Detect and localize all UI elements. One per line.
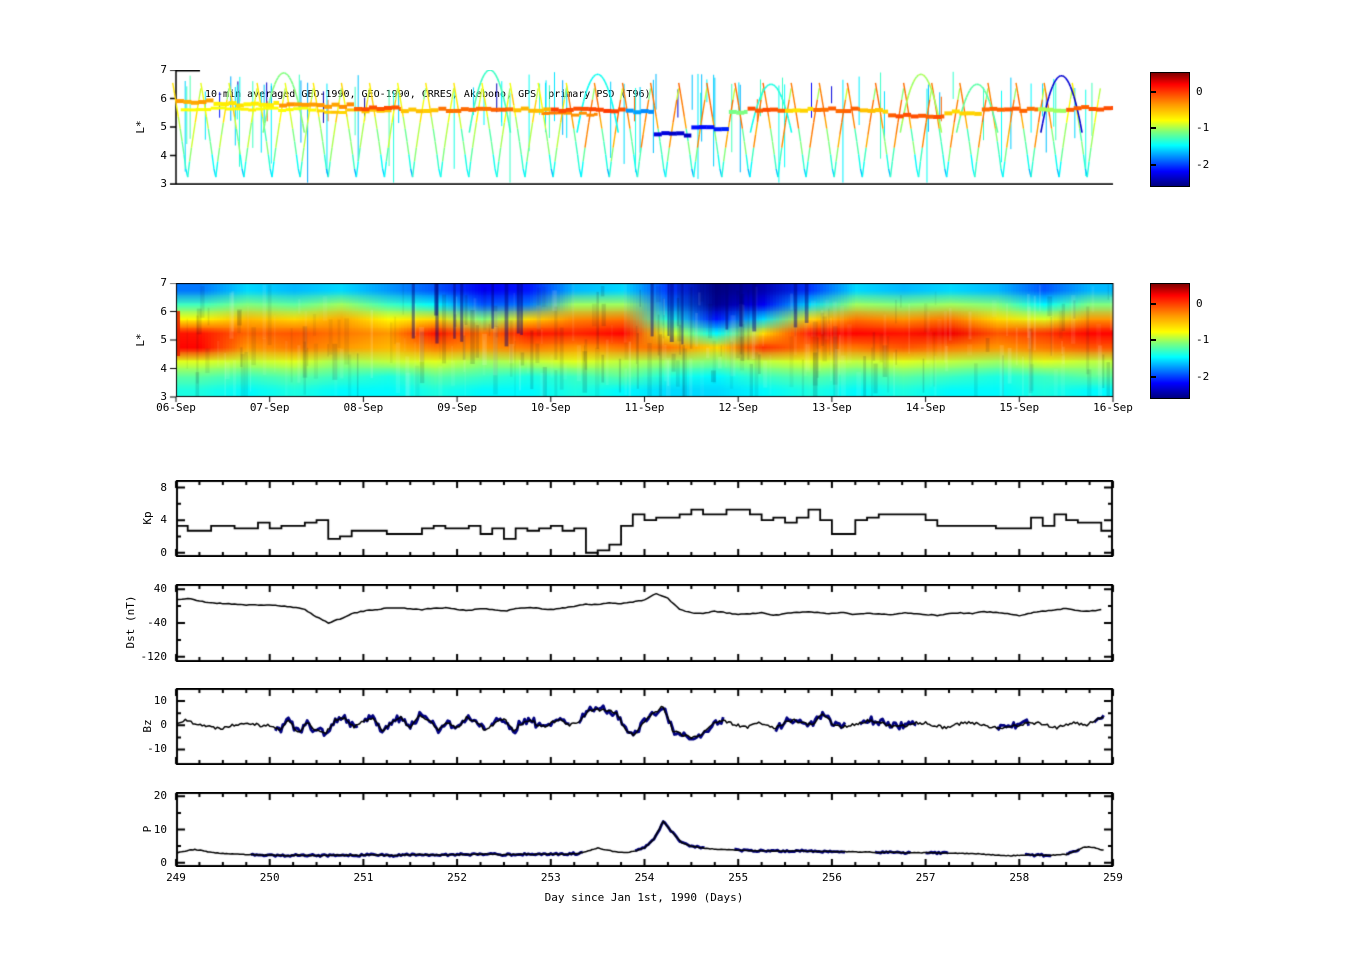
date-label: 16-Sep [1093, 401, 1133, 414]
colorbar-gradient [1150, 72, 1190, 187]
colorbar-tick-label: -1 [1196, 121, 1210, 134]
ytick-label: 6 [160, 304, 167, 318]
bz-canvas [168, 688, 1118, 765]
xtick-label: 254 [634, 871, 655, 884]
ytick-label: 10 [153, 822, 167, 836]
ytick-label: 40 [153, 582, 167, 596]
ytick-label: -10 [147, 742, 167, 756]
xtick-label: 250 [259, 871, 280, 884]
xtick-label: 249 [166, 871, 186, 884]
date-label: 10-Sep [530, 401, 571, 414]
ytick-label: 3 [160, 390, 167, 403]
xtick-label: 258 [1009, 871, 1030, 884]
date-label: 06-Sep [156, 401, 196, 414]
ytick-label: 4 [160, 513, 167, 527]
xtick-label: 259 [1103, 871, 1123, 884]
date-label: 08-Sep [343, 401, 384, 414]
psd-map-canvas [168, 283, 1118, 404]
date-label: 15-Sep [999, 401, 1040, 414]
colorbar-tick [1151, 164, 1156, 166]
xtick-label: 256 [821, 871, 842, 884]
colorbar-tick [1151, 339, 1156, 341]
ytick-label: 0 [160, 718, 167, 732]
colorbar-gradient [1150, 283, 1190, 399]
colorbar-top: 0 -1 -2 [1150, 72, 1209, 187]
ytick-label: 20 [153, 789, 167, 803]
date-label: 12-Sep [718, 401, 759, 414]
xtick-label: 252 [447, 871, 468, 884]
dst-canvas [168, 584, 1118, 662]
ytick-label: 10 [153, 694, 167, 708]
ytick-label: 7 [160, 63, 167, 76]
ytick-label: 0 [160, 855, 167, 869]
ytick-label: 5 [160, 333, 167, 346]
colorbar-tick-label: -2 [1196, 370, 1210, 383]
colorbar-tick [1151, 127, 1156, 129]
ytick-label: 4 [160, 361, 167, 375]
xtick-label: 257 [915, 871, 936, 884]
colorbar-tick [1151, 376, 1156, 378]
xtick-label: 253 [540, 871, 561, 884]
ytick-label: 6 [160, 91, 167, 105]
ytick-label: 0 [160, 545, 167, 559]
date-label: 14-Sep [905, 401, 946, 414]
ytick-label: 8 [160, 480, 167, 494]
colorbar-tick-label: -2 [1196, 158, 1210, 171]
colorbar-tick [1151, 91, 1156, 93]
ytick-label: -120 [140, 649, 168, 663]
colorbar-map: 0 -1 -2 [1150, 283, 1209, 399]
psd-scatter-canvas [168, 70, 1118, 185]
date-label: 09-Sep [437, 401, 477, 414]
ytick-label: 5 [160, 120, 167, 133]
kp-canvas [168, 480, 1118, 557]
colorbar-tick-label: 0 [1196, 297, 1203, 310]
ytick-label: -40 [147, 616, 167, 629]
date-label: 07-Sep [249, 401, 290, 414]
ytick-label: 4 [160, 148, 167, 162]
p-canvas [168, 792, 1118, 867]
date-label: 11-Sep [624, 401, 665, 414]
colorbar-tick [1151, 303, 1156, 305]
xtick-label: 255 [728, 871, 749, 884]
xaxis-label: Day since Jan 1st, 1990 (Days) [544, 891, 744, 904]
date-label: 13-Sep [812, 401, 852, 414]
colorbar-tick-label: -1 [1196, 333, 1210, 346]
ytick-label: 7 [160, 276, 167, 289]
colorbar-tick-label: 0 [1196, 85, 1203, 98]
xtick-label: 251 [353, 871, 374, 884]
ytick-label: 3 [160, 177, 167, 190]
